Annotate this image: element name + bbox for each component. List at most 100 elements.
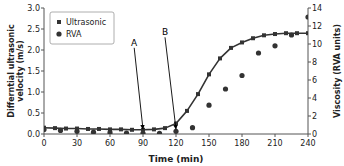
y2-tick — [308, 26, 311, 27]
x-tick — [110, 134, 111, 137]
x-tick — [275, 134, 276, 137]
y-tick — [41, 8, 44, 9]
legend: Ultrasonic RVA — [50, 12, 114, 44]
data-point — [289, 32, 294, 37]
data-point — [190, 125, 195, 130]
y2-tick-label: 2 — [312, 112, 317, 121]
data-point — [295, 31, 299, 35]
annotation-text: A — [131, 38, 138, 48]
data-point — [64, 127, 68, 131]
y2-tick — [308, 98, 311, 99]
legend-label: RVA — [66, 30, 82, 39]
y-tick-label: 0.5 — [27, 109, 40, 118]
x-tick — [209, 134, 210, 137]
data-point — [229, 46, 233, 50]
y-tick-label: 0.0 — [27, 130, 40, 139]
data-point — [256, 50, 261, 55]
data-point — [74, 129, 79, 134]
x-tick-label: 60 — [105, 139, 115, 148]
y-axis-label: Differntial ultrasonicvelocity (m/s) — [7, 24, 25, 118]
data-point — [44, 127, 47, 132]
data-point — [196, 92, 200, 96]
data-point — [53, 126, 57, 130]
legend-marker — [57, 20, 61, 24]
y2-tick-label: 8 — [312, 58, 317, 67]
y-tick — [41, 29, 44, 30]
data-point — [240, 40, 244, 44]
data-point — [223, 86, 228, 91]
data-point — [185, 109, 189, 113]
y2-tick-label: 6 — [312, 76, 317, 85]
data-point — [140, 131, 145, 134]
data-point — [163, 126, 167, 130]
data-point — [130, 128, 134, 132]
y2-tick-label: 14 — [312, 4, 322, 13]
data-point — [97, 127, 101, 131]
x-tick — [77, 134, 78, 137]
data-point — [273, 32, 277, 36]
x-tick-label: 180 — [234, 139, 249, 148]
data-point — [251, 36, 255, 40]
data-point — [207, 72, 211, 76]
data-point — [306, 31, 308, 35]
x-tick-label: 30 — [72, 139, 82, 148]
data-point — [86, 127, 90, 131]
y-tick — [41, 134, 44, 135]
y2-tick — [308, 44, 311, 45]
x-tick-label: 240 — [300, 139, 315, 148]
y-tick-label: 3.0 — [27, 4, 40, 13]
y2-tick — [308, 62, 311, 63]
legend-box — [50, 12, 114, 44]
y2-tick — [308, 116, 311, 117]
x-tick — [176, 134, 177, 137]
y-tick — [41, 92, 44, 93]
data-point — [272, 43, 277, 48]
y2-axis-line — [308, 8, 309, 134]
y-tick — [41, 113, 44, 114]
y-tick-label: 2.5 — [27, 25, 40, 34]
chart: 03060901201501802102400.00.51.01.52.02.5… — [0, 0, 344, 166]
data-point — [262, 33, 266, 37]
data-point — [119, 127, 123, 131]
x-tick-label: 0 — [41, 139, 46, 148]
x-axis-label: Time (min) — [149, 154, 204, 164]
data-point — [91, 130, 96, 134]
x-tick-label: 150 — [201, 139, 216, 148]
annotation-text: B — [162, 27, 168, 37]
data-point — [174, 122, 178, 126]
y2-tick-label: 0 — [312, 130, 317, 139]
data-point — [152, 127, 156, 131]
y-tick-label: 2.0 — [27, 46, 40, 55]
y2-tick — [308, 8, 311, 9]
data-point — [107, 130, 112, 134]
data-point — [305, 14, 308, 19]
data-point — [206, 103, 211, 108]
y-tick-label: 1.0 — [27, 88, 40, 97]
annotation-arrow — [165, 37, 176, 129]
data-point — [124, 131, 129, 135]
legend-label: Ultrasonic — [66, 18, 106, 27]
data-point — [284, 31, 288, 35]
data-point — [218, 56, 222, 60]
y2-tick — [308, 134, 311, 135]
y2-tick-label: 10 — [312, 40, 322, 49]
data-point — [157, 131, 162, 134]
y2-tick-label: 4 — [312, 94, 317, 103]
y2-tick-label: 12 — [312, 22, 322, 31]
x-tick — [242, 134, 243, 137]
y-tick — [41, 71, 44, 72]
series-line — [44, 33, 308, 130]
data-point — [239, 73, 244, 78]
legend-marker — [56, 31, 61, 36]
y2-axis-label: Viscosity (RVA units) — [333, 24, 342, 118]
data-point — [173, 129, 178, 134]
x-tick — [143, 134, 144, 137]
y2-tick — [308, 80, 311, 81]
y-tick — [41, 50, 44, 51]
x-tick-label: 120 — [168, 139, 183, 148]
data-point — [58, 128, 63, 133]
x-tick-label: 210 — [267, 139, 282, 148]
y-tick-label: 1.5 — [27, 67, 40, 76]
annotation-arrow — [134, 48, 143, 130]
x-tick-label: 90 — [138, 139, 148, 148]
